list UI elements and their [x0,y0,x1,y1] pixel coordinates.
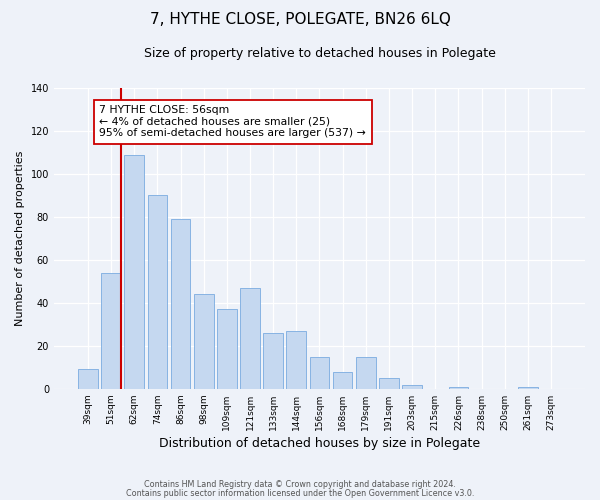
Bar [379,378,399,389]
Bar [148,196,167,389]
Text: 7, HYTHE CLOSE, POLEGATE, BN26 6LQ: 7, HYTHE CLOSE, POLEGATE, BN26 6LQ [149,12,451,28]
X-axis label: Distribution of detached houses by size in Polegate: Distribution of detached houses by size … [159,437,480,450]
Y-axis label: Number of detached properties: Number of detached properties [15,151,25,326]
Bar [310,356,329,389]
Bar [356,356,376,389]
Bar [217,310,236,389]
Bar [240,288,260,389]
Bar [402,384,422,389]
Bar [263,333,283,389]
Bar [286,331,306,389]
Bar [78,370,98,389]
Text: 7 HYTHE CLOSE: 56sqm
← 4% of detached houses are smaller (25)
95% of semi-detach: 7 HYTHE CLOSE: 56sqm ← 4% of detached ho… [100,105,366,138]
Title: Size of property relative to detached houses in Polegate: Size of property relative to detached ho… [143,48,496,60]
Bar [124,154,144,389]
Bar [194,294,214,389]
Text: Contains HM Land Registry data © Crown copyright and database right 2024.: Contains HM Land Registry data © Crown c… [144,480,456,489]
Bar [333,372,352,389]
Bar [101,273,121,389]
Bar [518,386,538,389]
Bar [449,386,468,389]
Bar [170,219,190,389]
Text: Contains public sector information licensed under the Open Government Licence v3: Contains public sector information licen… [126,488,474,498]
